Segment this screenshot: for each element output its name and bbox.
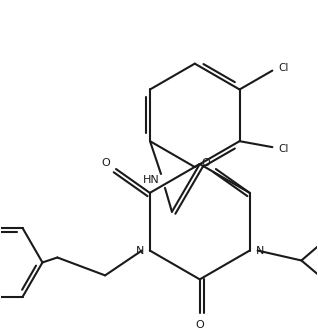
Text: O: O [195,320,204,330]
Text: O: O [102,158,110,168]
Text: O: O [202,158,210,168]
Text: Cl: Cl [278,144,288,154]
Text: N: N [255,246,264,256]
Text: N: N [136,246,144,256]
Text: Cl: Cl [278,63,288,72]
Text: HN: HN [143,175,159,185]
